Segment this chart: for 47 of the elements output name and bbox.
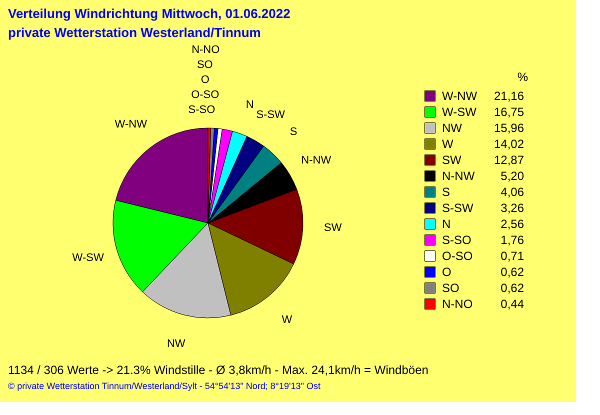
slice-label: W-SW bbox=[72, 252, 104, 264]
slice-label: SW bbox=[324, 222, 342, 234]
legend-label: O bbox=[442, 265, 452, 279]
slice-label: W bbox=[282, 314, 293, 326]
legend-title: % bbox=[517, 70, 528, 84]
data-label: 0,62 bbox=[500, 281, 524, 295]
data-label: 4,06 bbox=[500, 185, 524, 199]
legend-label: N-NW bbox=[442, 169, 476, 183]
slice-label: N bbox=[246, 99, 254, 112]
data-label: 0,62 bbox=[500, 265, 524, 279]
category-label: SO bbox=[196, 59, 213, 72]
data-label: 14,02 bbox=[494, 137, 524, 151]
legend-label: S-SW bbox=[442, 201, 474, 215]
legend-label: W bbox=[442, 137, 454, 151]
slice-label: S bbox=[290, 126, 298, 138]
legend-label: O-SO bbox=[442, 249, 473, 263]
legend-label: W-SW bbox=[442, 105, 478, 119]
category-label: O bbox=[200, 74, 210, 86]
legend-label: SW bbox=[442, 153, 462, 167]
data-label: 0,44 bbox=[500, 297, 524, 311]
data-label: 3,26 bbox=[500, 201, 524, 215]
legend-label: NW bbox=[442, 121, 463, 135]
legend-label: S-SO bbox=[442, 233, 472, 247]
data-label: 5,20 bbox=[500, 169, 524, 183]
slice-label: NW bbox=[166, 338, 186, 350]
legend-label: SO bbox=[442, 281, 460, 295]
data-label: 21,16 bbox=[494, 89, 524, 103]
legend-label: N-NO bbox=[442, 297, 473, 311]
category-label: O-SO bbox=[191, 89, 220, 102]
slice-label: S-SW bbox=[256, 108, 286, 121]
data-label: 16,75 bbox=[494, 105, 524, 119]
data-label: 1,76 bbox=[500, 233, 524, 247]
slice-label: W-NW bbox=[114, 118, 148, 131]
data-label: 12,87 bbox=[494, 153, 524, 167]
data-label: 15,96 bbox=[494, 121, 524, 135]
legend-label: N bbox=[442, 217, 451, 231]
text: © private Wetterstation Tinnum/Westerland/Sylt - 54°54'13" Nord; 8°19'13" Ost bbox=[8, 381, 321, 391]
chart-subtitle: private Wetterstation Westerland/Tinnum bbox=[8, 25, 261, 40]
legend-label: S bbox=[442, 185, 450, 199]
category-label: S-SO bbox=[188, 104, 216, 116]
legend-label: W-NW bbox=[442, 89, 478, 103]
text: 1134 / 306 Werte -> 21.3% Windstille - Ø 3,8km/h - Max. 24,1km/h = Windböen bbox=[8, 363, 428, 377]
slice-label: N-NW bbox=[301, 154, 332, 166]
category-label: N-NO bbox=[192, 44, 220, 56]
data-label: 2,56 bbox=[500, 217, 524, 231]
data-label: 0,71 bbox=[500, 249, 524, 263]
chart-title: Verteilung Windrichtung Mittwoch, 01.06.2022 bbox=[8, 6, 290, 22]
